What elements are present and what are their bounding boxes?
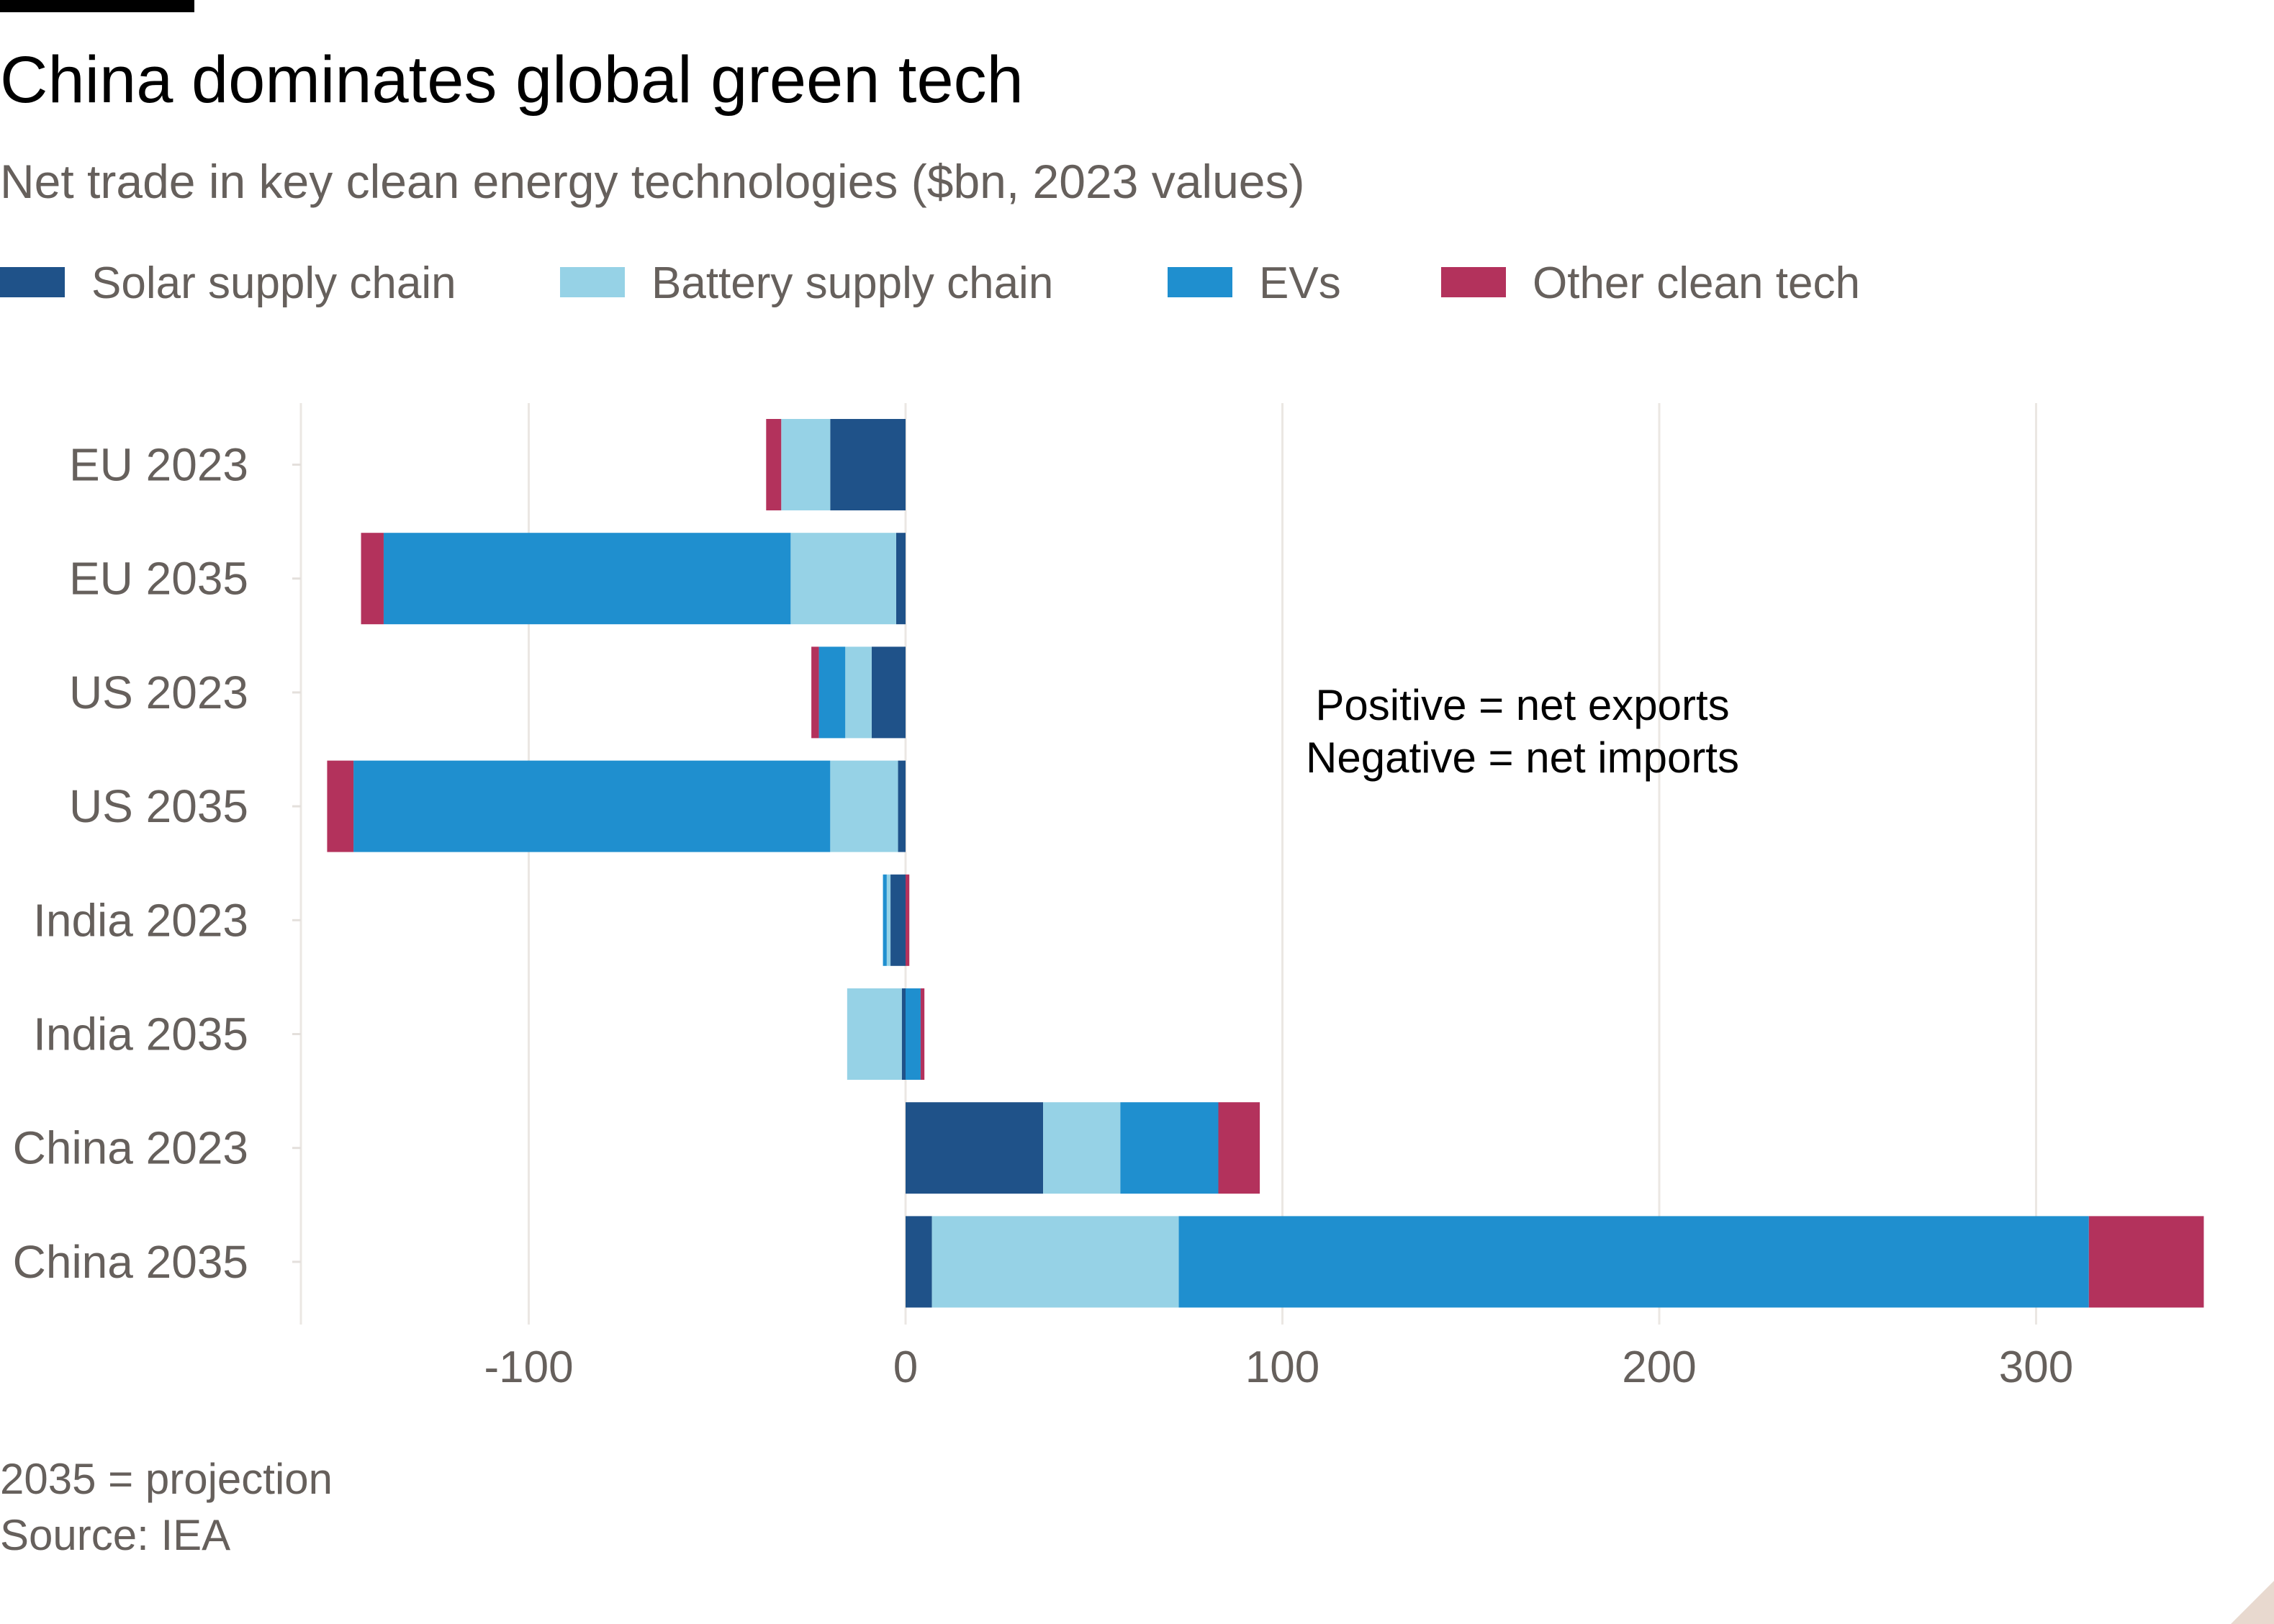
bar-segment-6-1 (1043, 1102, 1121, 1194)
legend-label-2: EVs (1259, 258, 1341, 308)
bar-segment-4-3 (906, 874, 910, 966)
bar-segment-6-3 (1218, 1102, 1260, 1194)
bars (327, 419, 2204, 1308)
chart-subtitle: Net trade in key clean energy technologi… (0, 155, 1304, 208)
bar-segment-5-2 (906, 988, 921, 1080)
corner-decoration (2231, 1581, 2274, 1624)
bar-segment-1-0 (895, 533, 906, 625)
legend-swatch-2 (1168, 267, 1232, 297)
bar-segment-4-1 (886, 874, 891, 966)
bar-segment-6-2 (1120, 1102, 1219, 1194)
x-tick-label-0: -100 (484, 1343, 573, 1392)
bar-segment-7-3 (2088, 1216, 2204, 1308)
bar-segment-7-1 (931, 1216, 1179, 1308)
legend: Solar supply chain Battery supply chain EV… (0, 258, 1860, 308)
chart-title: China dominates global green tech (0, 43, 1024, 117)
x-tick-label-1: 0 (893, 1343, 918, 1392)
bar-segment-3-1 (830, 760, 898, 852)
legend-label-3: Other clean tech (1533, 258, 1860, 308)
bar-segment-3-0 (898, 760, 906, 852)
category-label-5: India 2035 (33, 1009, 248, 1060)
legend-swatch-3 (1441, 267, 1506, 297)
bar-segment-5-0 (901, 988, 906, 1080)
category-label-4: India 2023 (33, 894, 248, 946)
brand-bar (0, 0, 194, 12)
bar-segment-4-2 (883, 874, 887, 966)
bar-segment-2-3 (811, 646, 819, 739)
annotation-positive: Positive = net exports (1315, 681, 1729, 729)
annotation-negative: Negative = net imports (1306, 734, 1739, 782)
bar-segment-5-1 (847, 988, 902, 1080)
bar-segment-4-0 (890, 874, 906, 966)
bar-segment-0-3 (766, 419, 782, 510)
source-note: Source: IEA (0, 1511, 230, 1559)
bar-segment-0-0 (830, 419, 906, 510)
x-tick-labels: -100 0 100 200 300 (484, 1343, 2073, 1392)
category-labels: EU 2023 EU 2035 US 2023 US 2035 India 2023 In… (13, 439, 248, 1288)
category-label-7: China 2035 (13, 1236, 248, 1288)
legend-swatch-1 (560, 267, 625, 297)
x-tick-label-3: 200 (1622, 1343, 1696, 1392)
category-label-2: US 2023 (69, 667, 248, 718)
bar-segment-2-0 (871, 646, 906, 739)
bar-segment-5-3 (920, 988, 925, 1080)
category-label-3: US 2035 (69, 780, 248, 832)
bar-segment-0-1 (781, 419, 831, 510)
bar-segment-2-1 (845, 646, 872, 739)
x-tick-label-4: 300 (1999, 1343, 2073, 1392)
bar-segment-2-2 (818, 646, 846, 739)
projection-note: 2035 = projection (0, 1455, 333, 1503)
category-ticks (292, 464, 301, 1263)
legend-label-1: Battery supply chain (651, 258, 1053, 308)
category-label-0: EU 2023 (69, 439, 248, 491)
bar-segment-7-2 (1178, 1216, 2089, 1308)
category-label-1: EU 2035 (69, 553, 248, 605)
bar-segment-6-0 (906, 1102, 1044, 1194)
x-tick-label-2: 100 (1245, 1343, 1319, 1392)
bar-segment-3-2 (353, 760, 831, 852)
bar-segment-1-2 (383, 533, 791, 625)
bar-segment-1-1 (790, 533, 896, 625)
legend-swatch-0 (0, 267, 65, 297)
bar-segment-1-3 (361, 533, 384, 625)
legend-label-0: Solar supply chain (91, 258, 456, 308)
category-label-6: China 2023 (13, 1122, 248, 1174)
bar-segment-7-0 (906, 1216, 932, 1308)
bar-segment-3-3 (327, 760, 354, 852)
